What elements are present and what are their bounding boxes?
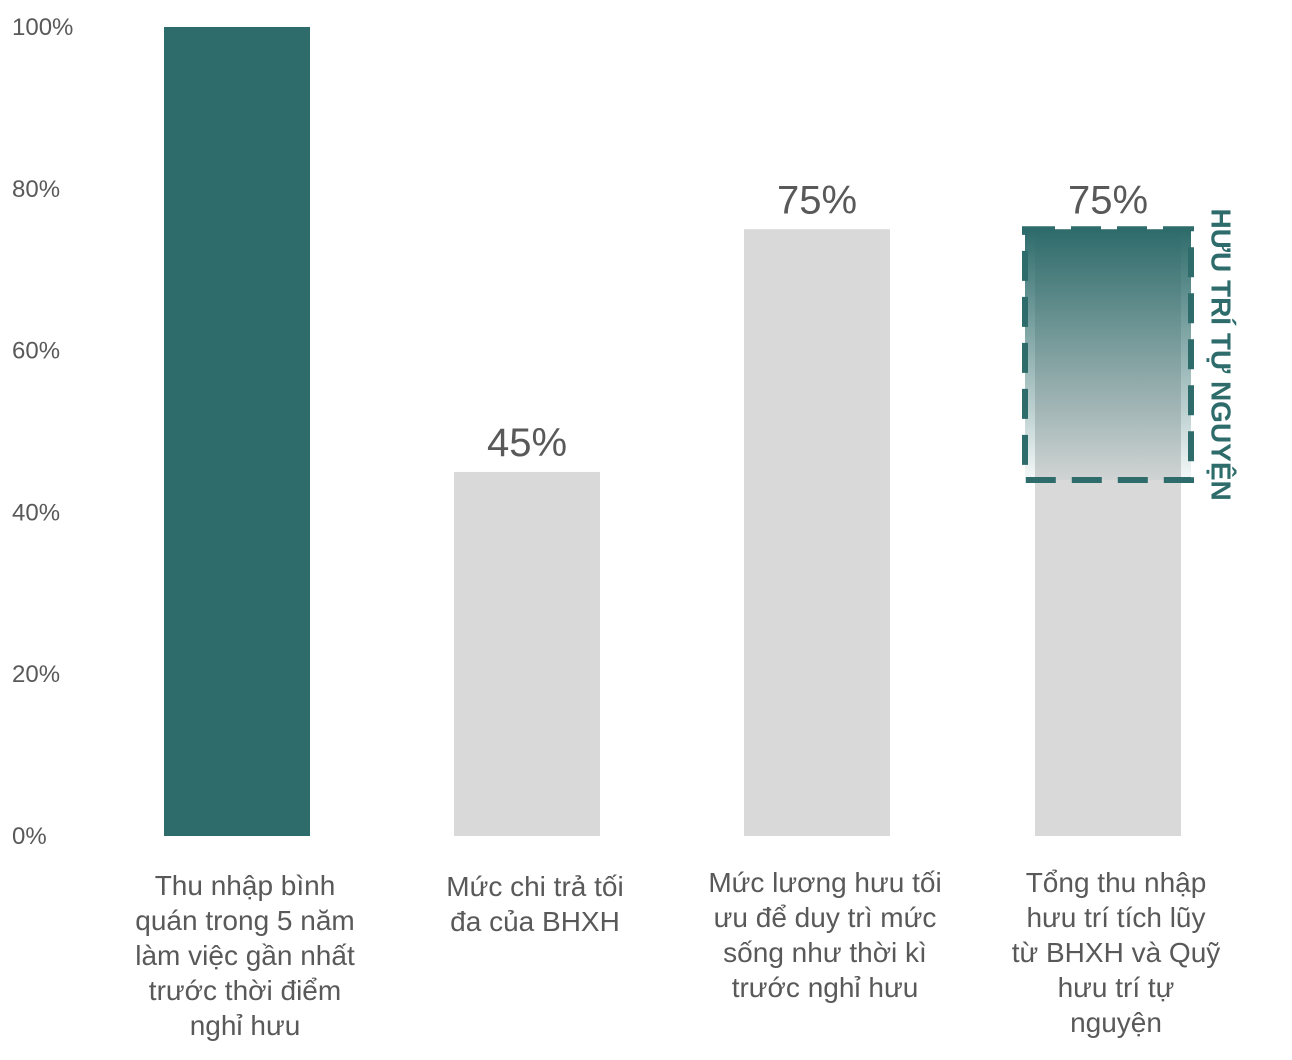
voluntary-segment-outline: [1022, 226, 1194, 484]
data-labels: 45% 75% 75%: [487, 178, 1148, 465]
y-tick-label: 40%: [12, 499, 60, 526]
y-tick-label: 100%: [12, 14, 73, 41]
bar: [164, 27, 310, 836]
y-tick-label: 0%: [12, 823, 47, 850]
voluntary-pension-segment: HƯU TRÍ TỰ NGUYỆN: [1022, 209, 1237, 501]
y-tick-label: 60%: [12, 338, 60, 365]
data-label: 75%: [1068, 178, 1148, 222]
y-tick-label: 80%: [12, 176, 60, 203]
category-label: Tổng thu nhập hưu trí tích lũy từ BHXH và …: [1012, 867, 1221, 1038]
data-label: 45%: [487, 421, 567, 465]
data-label: 75%: [777, 178, 857, 222]
category-label: Thu nhập bình quán trong 5 năm làm việc gầ…: [135, 870, 355, 1041]
bar: [454, 471, 600, 836]
y-tick-label: 20%: [12, 661, 60, 688]
category-label: Mức chi trả tối đa của BHXH: [446, 871, 623, 937]
category-labels: Thu nhập bình quán trong 5 năm làm việc gầ…: [135, 867, 1220, 1041]
bar: [744, 229, 890, 836]
voluntary-segment-fill: [1025, 229, 1191, 481]
category-label: Mức lương hưu tối ưu để duy trì mức sống n…: [708, 867, 941, 1003]
voluntary-segment-label: HƯU TRÍ TỰ NGUYỆN: [1206, 209, 1237, 501]
y-axis-ticks: 0% 20% 40% 60% 80% 100%: [12, 14, 73, 850]
